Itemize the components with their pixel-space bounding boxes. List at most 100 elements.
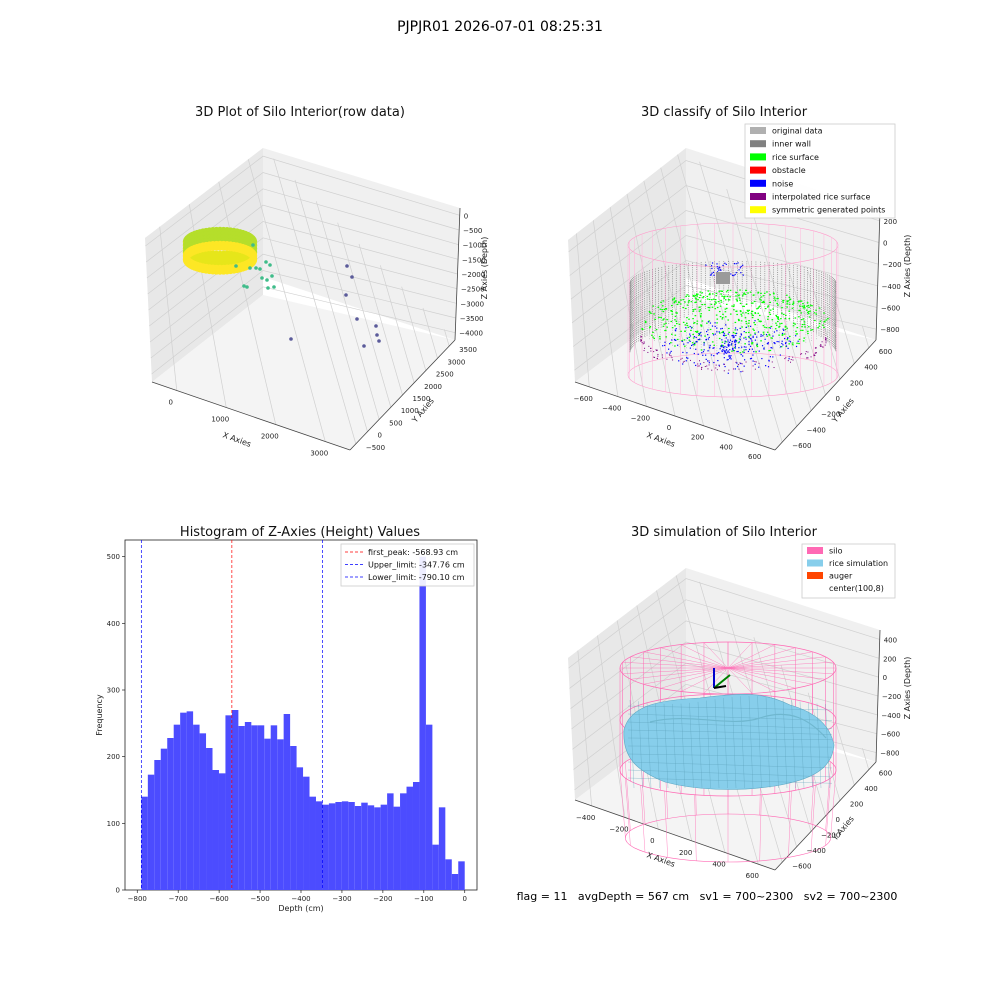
noise-point	[724, 342, 726, 344]
noise-point	[736, 332, 738, 334]
noise-point	[693, 336, 696, 338]
rice-surface-point	[716, 306, 719, 309]
noise-point	[713, 355, 715, 357]
rice-surface-point	[676, 303, 679, 306]
rice-surface-point	[659, 338, 661, 340]
panel-classify-3d: 3D classify of Silo Interior −600 −400 −20…	[568, 105, 912, 461]
noise-point	[734, 341, 736, 343]
rice-surface-point	[792, 325, 795, 327]
interpolated-point	[820, 345, 822, 347]
rice-surface-point	[653, 313, 655, 315]
y-tick-label: 0	[116, 887, 120, 895]
z-tick-label: 200	[883, 655, 896, 663]
rice-surface-point	[806, 302, 809, 304]
noise-point	[744, 359, 746, 361]
rice-surface-point	[780, 318, 782, 320]
rice-surface-point	[698, 310, 701, 312]
z-axis-line	[875, 209, 881, 341]
rice-surface-point	[768, 312, 771, 314]
interpolated-point	[661, 356, 663, 358]
noise-point	[714, 325, 716, 328]
rice-surface-point	[663, 318, 665, 320]
noise-point	[779, 354, 781, 356]
rice-surface-point	[809, 310, 812, 312]
rice-surface-point	[746, 309, 749, 311]
noise-point	[785, 345, 788, 347]
rice-surface-point	[739, 310, 742, 313]
rice-surface-point	[769, 301, 772, 303]
rice-surface-point	[798, 309, 800, 311]
noise-point	[756, 336, 758, 338]
rice-surface-point	[665, 322, 667, 324]
rice-surface-point	[798, 316, 800, 318]
rice-surface-point	[713, 344, 715, 346]
noise-point	[782, 328, 784, 330]
silo-line	[694, 794, 697, 861]
rice-surface-point	[723, 296, 725, 298]
rice-surface-point	[767, 316, 770, 318]
rice-surface-point	[694, 295, 697, 297]
interpolated-point	[824, 338, 826, 340]
x-tick-label: 200	[691, 434, 704, 442]
rice-surface-point	[671, 304, 673, 307]
noise-point	[675, 328, 677, 330]
noise-point	[682, 351, 684, 354]
data-point	[260, 276, 264, 280]
rice-surface-point	[699, 309, 701, 311]
noise-point	[725, 350, 727, 352]
histogram-bar	[141, 796, 148, 890]
rice-surface-point	[700, 349, 703, 351]
rice-surface-point	[700, 324, 702, 326]
rice-surface-point	[701, 320, 704, 322]
interpolated-point	[787, 360, 789, 362]
status-footer: flag = 11 avgDepth = 567 cm sv1 = 700~23…	[517, 890, 898, 903]
noise-point	[721, 327, 723, 330]
data-point	[377, 339, 381, 343]
y-tick-label: 0	[836, 395, 840, 403]
rice-surface-point	[720, 301, 723, 303]
noise-point	[721, 350, 723, 353]
grid-line	[358, 243, 403, 396]
noise-point	[662, 345, 664, 347]
interpolated-point	[641, 342, 643, 344]
data-point	[264, 260, 268, 264]
noise-point	[701, 352, 703, 354]
interpolated-point	[668, 353, 670, 355]
rice-surface-point	[813, 312, 816, 314]
histogram-bar	[406, 786, 413, 890]
noise-point	[717, 359, 719, 362]
noise-point	[718, 331, 720, 333]
rice-surface-point	[781, 312, 783, 314]
rice-surface-point	[781, 333, 784, 335]
rice-surface-point	[692, 333, 694, 336]
interpolated-point	[784, 358, 786, 360]
x-tick-label: 200	[679, 849, 692, 857]
noise-point	[717, 267, 719, 270]
rice-surface-point	[784, 326, 787, 328]
rice-surface-point	[727, 299, 730, 301]
noise-point	[664, 344, 666, 347]
histogram-bar	[199, 733, 207, 890]
z-tick-label: −600	[881, 731, 900, 739]
y-tick-label: −500	[366, 444, 385, 452]
interpolated-point	[815, 352, 817, 354]
histogram-bar	[303, 776, 310, 890]
rice-surface-point	[807, 330, 809, 332]
y-tick-label: 400	[864, 364, 877, 372]
rice-surface-point	[738, 297, 741, 299]
histogram-bar	[393, 806, 401, 890]
rice-surface-point	[744, 336, 747, 338]
grid-line	[862, 748, 870, 770]
interpolated-point	[806, 357, 808, 359]
histogram-bar	[309, 796, 316, 890]
rice-surface-point	[756, 308, 758, 310]
noise-point	[726, 359, 728, 361]
legend-swatch	[807, 572, 823, 579]
noise-point	[716, 263, 718, 265]
noise-point	[776, 340, 778, 343]
rice-surface-point	[748, 336, 751, 338]
mesh-line	[627, 745, 833, 748]
rice-surface-point	[722, 330, 724, 333]
mesh-line	[765, 696, 771, 789]
